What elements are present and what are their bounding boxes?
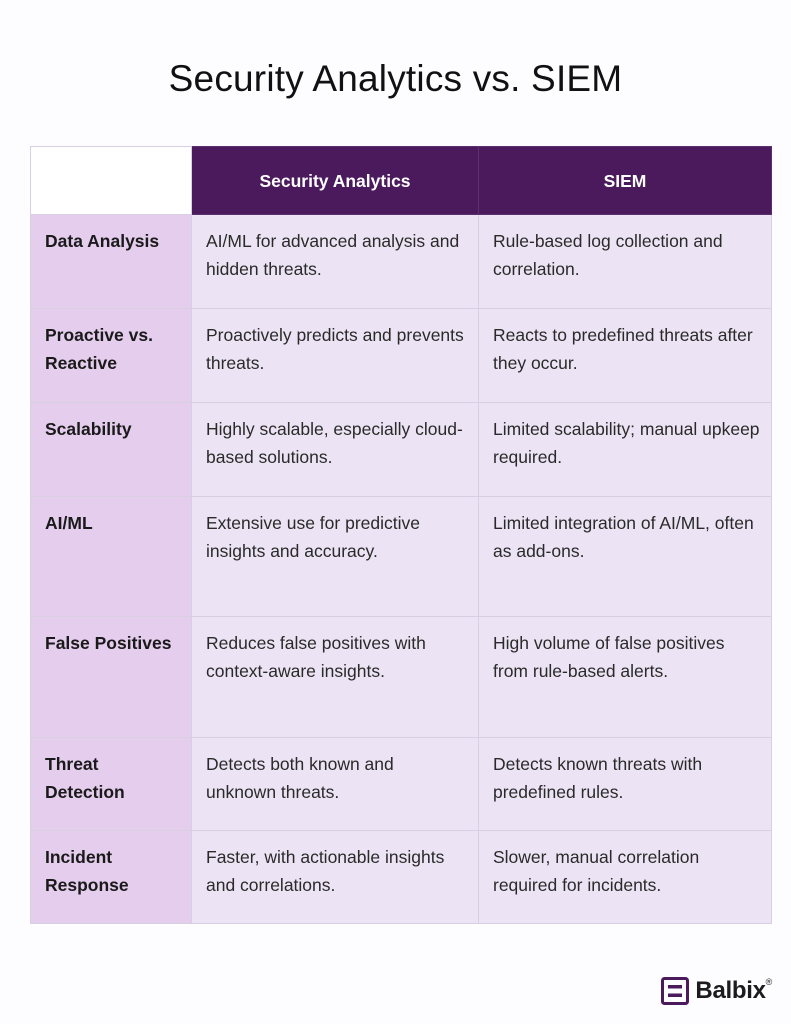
table-header-row: Security Analytics SIEM (30, 146, 772, 215)
row-label: AI/ML (30, 496, 192, 617)
column-header-security-analytics: Security Analytics (191, 146, 479, 215)
security-analytics-cell: Faster, with actionable insights and cor… (191, 830, 479, 924)
security-analytics-cell: Proactively predicts and prevents threat… (191, 308, 479, 403)
security-analytics-cell: Highly scalable, especially cloud-based … (191, 402, 479, 497)
table-row: Scalability Highly scalable, especially … (30, 402, 772, 497)
column-header-siem: SIEM (478, 146, 772, 215)
page-title: Security Analytics vs. SIEM (168, 58, 623, 99)
table-row: Data Analysis AI/ML for advanced analysi… (30, 214, 772, 309)
balbix-wordmark: Balbix® (695, 977, 772, 1005)
siem-cell: Limited integration of AI/ML, often as a… (478, 496, 772, 617)
row-label: Incident Response (30, 830, 192, 924)
brand-name: Balbix (695, 977, 766, 1004)
siem-cell: Rule-based log collection and correlatio… (478, 214, 772, 309)
table-row: AI/ML Extensive use for predictive insig… (30, 496, 772, 617)
siem-cell: Slower, manual correlation required for … (478, 830, 772, 924)
table-corner-cell (30, 146, 192, 215)
siem-cell: Detects known threats with predefined ru… (478, 737, 772, 831)
row-label: Threat Detection (30, 737, 192, 831)
row-label: False Positives (30, 616, 192, 738)
balbix-logo: Balbix® (661, 977, 772, 1005)
registered-mark: ® (765, 977, 773, 987)
table-row: Proactive vs. Reactive Proactively predi… (30, 308, 772, 403)
balbix-logo-icon (661, 977, 690, 1005)
row-label: Data Analysis (30, 214, 192, 309)
table-row: Incident Response Faster, with actionabl… (30, 830, 772, 924)
siem-cell: Reacts to predefined threats after they … (478, 308, 772, 403)
row-label: Proactive vs. Reactive (30, 308, 192, 403)
siem-cell: Limited scalability; manual upkeep requi… (478, 402, 772, 497)
row-label: Scalability (30, 402, 192, 497)
security-analytics-cell: AI/ML for advanced analysis and hidden t… (191, 214, 479, 309)
security-analytics-cell: Reduces false positives with context-awa… (191, 616, 479, 738)
security-analytics-cell: Extensive use for predictive insights an… (191, 496, 479, 617)
table-row: Threat Detection Detects both known and … (30, 737, 772, 831)
table-row: False Positives Reduces false positives … (30, 616, 772, 738)
comparison-table: Security Analytics SIEM Data Analysis AI… (30, 146, 772, 924)
siem-cell: High volume of false positives from rule… (478, 616, 772, 738)
security-analytics-cell: Detects both known and unknown threats. (191, 737, 479, 831)
